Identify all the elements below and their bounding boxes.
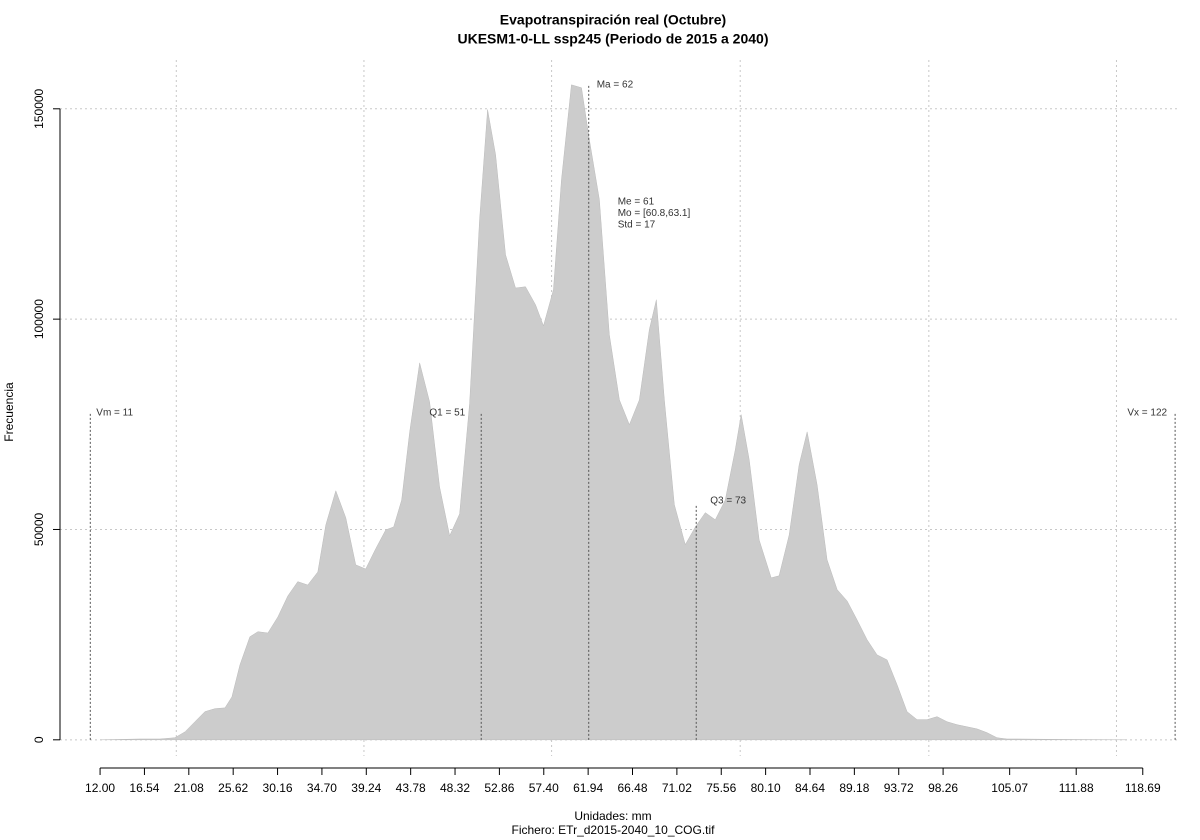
x-tick-label: 25.62 bbox=[218, 781, 248, 795]
x-tick-label: 84.64 bbox=[795, 781, 825, 795]
x-tick-label: 57.40 bbox=[529, 781, 559, 795]
y-tick-label: 150000 bbox=[32, 88, 46, 128]
x-tick-label: 118.69 bbox=[1125, 781, 1161, 795]
x-tick-label: 93.72 bbox=[884, 781, 914, 795]
chart-title: Evapotranspiración real (Octubre) bbox=[500, 12, 726, 28]
y-axis-label: Frecuencia bbox=[2, 382, 16, 442]
marker-label: Q1 = 51 bbox=[429, 408, 465, 419]
caption: Fichero: ETr_d2015-2040_10_COG.tif bbox=[512, 823, 716, 837]
marker-label: Q3 = 73 bbox=[710, 496, 746, 507]
x-tick-label: 48.32 bbox=[440, 781, 470, 795]
x-tick-label: 30.16 bbox=[263, 781, 293, 795]
x-tick-label: 75.56 bbox=[706, 781, 736, 795]
marker-label: Ma = 62 bbox=[597, 80, 634, 91]
y-tick-label: 100000 bbox=[32, 299, 46, 339]
x-tick-label: 71.02 bbox=[662, 781, 692, 795]
x-tick-label: 61.94 bbox=[573, 781, 603, 795]
x-tick-label: 89.18 bbox=[839, 781, 869, 795]
y-tick-label: 0 bbox=[32, 736, 46, 743]
x-tick-label: 80.10 bbox=[751, 781, 781, 795]
y-tick-label: 50000 bbox=[32, 512, 46, 546]
x-tick-label: 43.78 bbox=[396, 781, 426, 795]
x-tick-label: 98.26 bbox=[928, 781, 958, 795]
stat-label: Me = 61 bbox=[618, 197, 655, 208]
x-axis-label: Unidades: mm bbox=[574, 809, 651, 823]
x-tick-label: 34.70 bbox=[307, 781, 337, 795]
x-tick-label: 21.08 bbox=[174, 781, 204, 795]
x-tick-label: 105.07 bbox=[991, 781, 1028, 795]
area bbox=[100, 84, 1127, 741]
x-tick-label: 12.00 bbox=[85, 781, 115, 795]
stat-label: Std = 17 bbox=[618, 220, 656, 231]
chart-subtitle: UKESM1-0-LL ssp245 (Periodo de 2015 a 20… bbox=[458, 31, 769, 47]
x-tick-label: 66.48 bbox=[617, 781, 647, 795]
x-tick-label: 39.24 bbox=[351, 781, 381, 795]
x-tick-label: 52.86 bbox=[484, 781, 514, 795]
marker-label: Vx = 122 bbox=[1127, 408, 1167, 419]
marker-label: Vm = 11 bbox=[96, 408, 133, 419]
x-tick-label: 16.54 bbox=[129, 781, 159, 795]
stat-label: Mo = [60.8,63.1] bbox=[618, 208, 691, 219]
x-tick-label: 111.88 bbox=[1059, 781, 1094, 795]
